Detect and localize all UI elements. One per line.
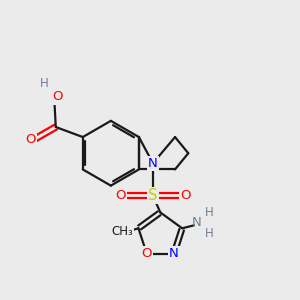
Text: N: N (169, 248, 179, 260)
Text: S: S (148, 188, 158, 203)
Text: O: O (26, 133, 36, 146)
Text: O: O (180, 189, 190, 202)
Text: H: H (40, 77, 48, 90)
Text: O: O (115, 189, 126, 202)
Text: O: O (142, 248, 152, 260)
Text: H: H (205, 227, 214, 240)
Text: N: N (148, 157, 158, 170)
Text: CH₃: CH₃ (111, 225, 133, 238)
Text: N: N (192, 217, 202, 230)
Text: H: H (205, 206, 214, 220)
Text: O: O (52, 91, 62, 103)
